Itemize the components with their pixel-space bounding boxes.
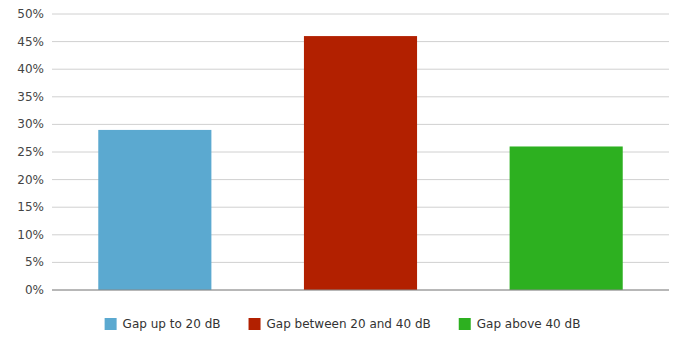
- y-tick-label: 20%: [17, 173, 44, 187]
- bar: [98, 130, 211, 290]
- y-tick-label: 0%: [25, 283, 44, 297]
- y-tick-label: 40%: [17, 62, 44, 76]
- y-tick-label: 5%: [25, 255, 44, 269]
- legend-swatch: [249, 318, 261, 330]
- legend-item: Gap between 20 and 40 dB: [249, 317, 431, 331]
- grid-line: [52, 290, 669, 291]
- bars: [98, 36, 622, 290]
- legend-label: Gap between 20 and 40 dB: [267, 317, 431, 331]
- legend-label: Gap above 40 dB: [477, 317, 581, 331]
- grid: [52, 14, 669, 290]
- y-tick-label: 30%: [17, 117, 44, 131]
- legend-item: Gap up to 20 dB: [105, 317, 221, 331]
- legend-swatch: [459, 318, 471, 330]
- bar: [304, 36, 417, 290]
- legend-swatch: [105, 318, 117, 330]
- legend: Gap up to 20 dB Gap between 20 and 40 dB G…: [105, 317, 581, 331]
- grid-line: [52, 14, 669, 15]
- y-tick-label: 15%: [17, 200, 44, 214]
- x-axis-line: [52, 290, 669, 291]
- y-tick-label: 25%: [17, 145, 44, 159]
- chart: 0% 5% 10% 15% 20% 25% 30% 35% 40% 45% 50% Gap up to…: [0, 0, 685, 356]
- y-tick-label: 50%: [17, 7, 44, 21]
- y-tick-label: 35%: [17, 90, 44, 104]
- bar: [510, 146, 623, 290]
- legend-label: Gap up to 20 dB: [123, 317, 221, 331]
- y-tick-label: 10%: [17, 228, 44, 242]
- legend-item: Gap above 40 dB: [459, 317, 581, 331]
- y-tick-label: 45%: [17, 35, 44, 49]
